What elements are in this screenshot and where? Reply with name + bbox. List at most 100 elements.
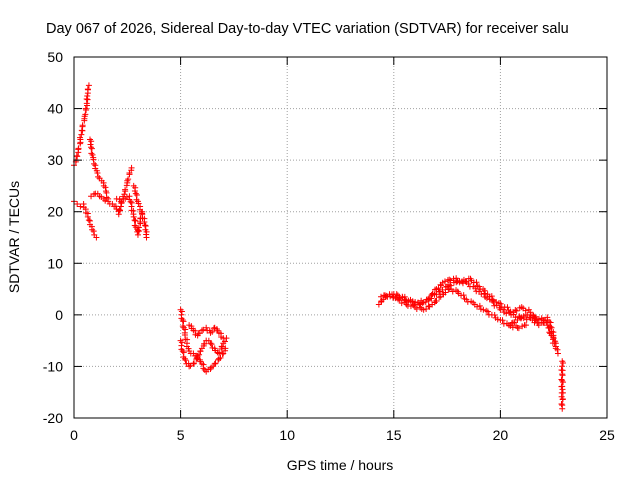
data-point [507, 308, 514, 315]
data-point [559, 372, 566, 379]
y-tick-label: -10 [43, 358, 63, 374]
grid-lines [74, 57, 607, 418]
data-point [512, 306, 519, 313]
data-point [441, 278, 448, 285]
data-point [88, 145, 95, 152]
data-point [88, 138, 95, 145]
data-point [121, 191, 128, 198]
x-tick-label: 20 [493, 427, 509, 443]
data-point [90, 156, 97, 163]
data-point [559, 396, 566, 403]
data-point [102, 184, 109, 191]
data-point [417, 300, 424, 307]
data-point [516, 314, 523, 321]
data-point [559, 405, 566, 412]
data-point [493, 298, 500, 305]
data-point [219, 351, 226, 358]
data-point [401, 293, 408, 300]
data-point [216, 349, 223, 356]
data-point [207, 366, 214, 373]
data-point [93, 234, 100, 241]
data-point [82, 111, 89, 118]
data-point [84, 86, 91, 93]
data-point [531, 314, 538, 321]
data-point [503, 310, 510, 317]
data-point [84, 213, 91, 220]
data-point [462, 278, 469, 285]
data-point [180, 318, 187, 325]
data-point [200, 365, 207, 372]
data-point [221, 338, 228, 345]
data-point [416, 301, 423, 308]
data-point [135, 227, 142, 234]
data-point [547, 323, 554, 330]
data-point [193, 356, 200, 363]
data-point [429, 290, 436, 297]
data-point [125, 176, 132, 183]
data-point [210, 325, 217, 332]
data-point [420, 299, 427, 306]
data-point [87, 141, 94, 148]
data-point [95, 173, 102, 180]
data-point [527, 309, 534, 316]
tick-labels: 0 5 10 15 20 25 -20 -10 0 10 20 30 40 50 [43, 49, 615, 443]
data-point [182, 357, 189, 364]
data-point [100, 182, 107, 189]
y-axis-label: SDTVAR / TECUs [6, 181, 22, 293]
x-tick-label: 25 [599, 427, 615, 443]
y-tick-label: 50 [47, 49, 63, 65]
data-point [473, 279, 480, 286]
data-point [179, 317, 186, 324]
data-point [73, 152, 80, 159]
data-point [560, 379, 567, 386]
x-axis-label: GPS time / hours [287, 457, 394, 473]
data-point [212, 360, 219, 367]
data-point [518, 304, 525, 311]
data-point [79, 122, 86, 129]
data-point [141, 219, 148, 226]
data-point [446, 276, 453, 283]
data-point [115, 211, 122, 218]
data-point [552, 340, 559, 347]
data-point [220, 335, 227, 342]
data-point [208, 341, 215, 348]
data-point [550, 335, 557, 342]
data-point [197, 348, 204, 355]
data-point [476, 283, 483, 290]
y-tick-label: 30 [47, 152, 63, 168]
x-tick-label: 10 [279, 427, 295, 443]
data-point [504, 304, 511, 311]
data-point [90, 160, 97, 167]
data-point [483, 295, 490, 302]
data-point [85, 82, 92, 89]
data-point [508, 320, 515, 327]
data-point [560, 360, 567, 367]
data-point [88, 144, 95, 151]
data-point [103, 194, 110, 201]
plot-frame [73, 56, 608, 419]
data-point [476, 302, 483, 309]
data-point [424, 296, 431, 303]
data-point [75, 145, 82, 152]
data-point [489, 296, 496, 303]
data-point [378, 293, 385, 300]
data-point [491, 312, 498, 319]
data-point [209, 328, 216, 335]
data-point [393, 291, 400, 298]
data-point [453, 275, 460, 282]
data-point [431, 286, 438, 293]
data-point [90, 228, 97, 235]
data-point [554, 346, 561, 353]
data-point [207, 340, 214, 347]
chart-title: Day 067 of 2026, Sidereal Day-to-day VTE… [46, 21, 569, 37]
data-point [82, 105, 89, 112]
data-point [460, 292, 467, 299]
data-point [102, 197, 109, 204]
x-tick-label: 0 [70, 427, 78, 443]
data-point [112, 203, 119, 210]
data-point [89, 151, 96, 158]
data-point [78, 127, 85, 134]
data-point [215, 355, 222, 362]
data-point [132, 217, 139, 224]
data-point [186, 363, 193, 370]
